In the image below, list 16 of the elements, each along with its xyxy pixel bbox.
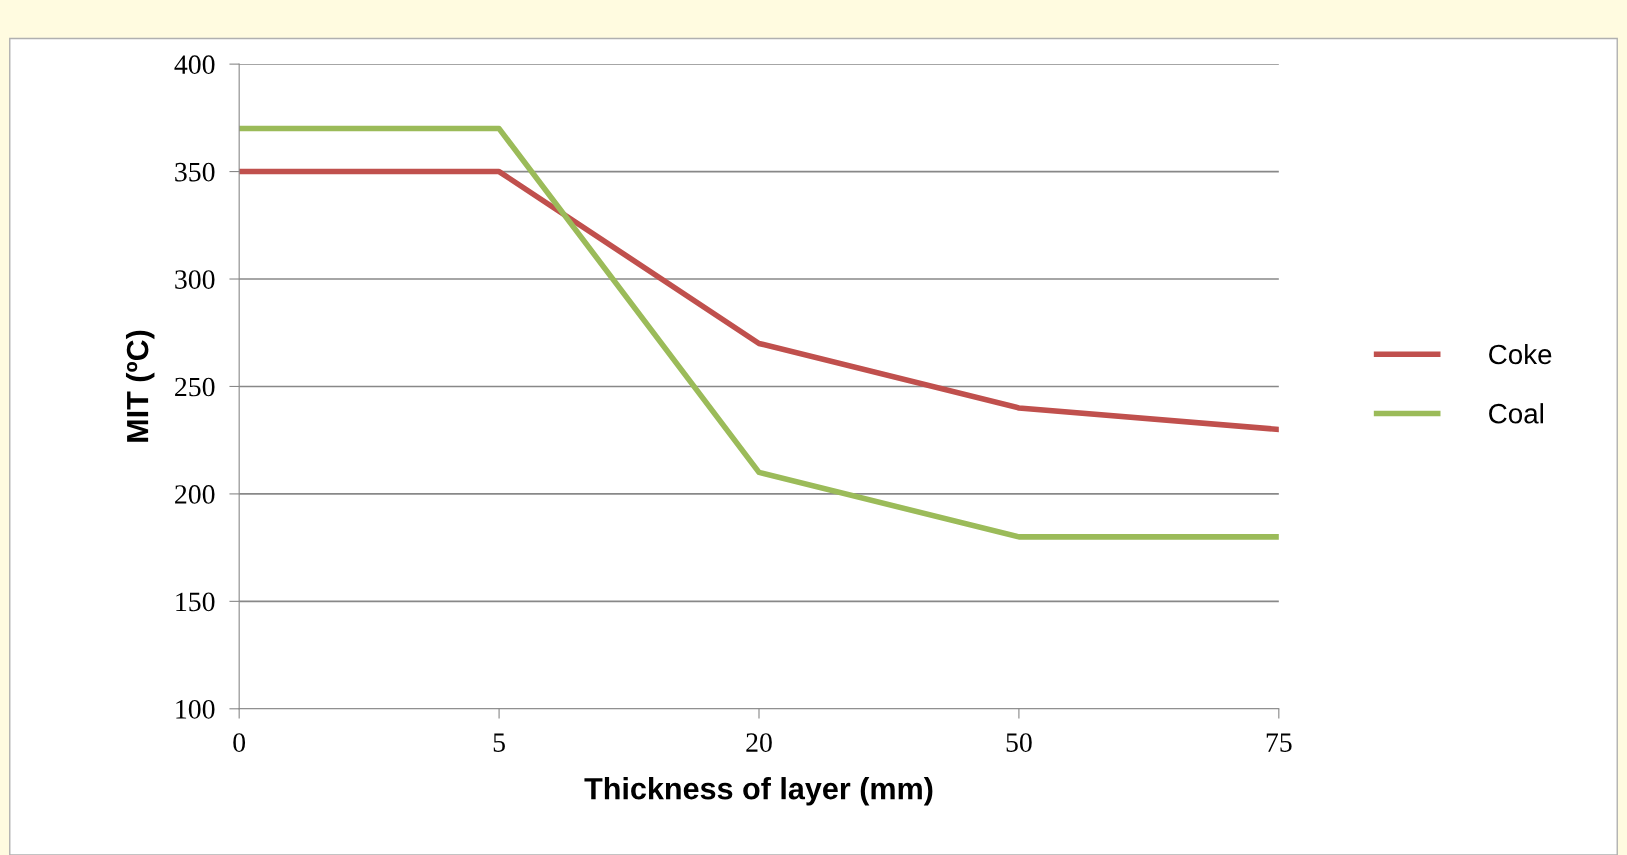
y-tick-label: 400 (174, 55, 215, 75)
y-tick-label: 250 (175, 377, 215, 397)
y-tick-label: 200 (175, 485, 215, 504)
x-tick-label: 5 (493, 733, 505, 752)
x-tick-label: 50 (1006, 733, 1032, 752)
x-tick-label: 0 (233, 733, 246, 752)
legend-label: Coke (1489, 343, 1552, 365)
y-tick-label: 150 (176, 592, 215, 612)
x-tick-label: 20 (746, 733, 772, 752)
x-tick-label: 75 (1266, 733, 1292, 752)
y-tick-label: 100 (176, 699, 215, 719)
y-tick-label: 350 (175, 162, 215, 182)
legend-label: Coal (1489, 403, 1543, 424)
x-axis-title: Thickness of layer (mm) (584, 777, 933, 806)
y-tick-label: 300 (175, 270, 215, 289)
y-axis-title: MIT (ºC) (125, 330, 155, 442)
